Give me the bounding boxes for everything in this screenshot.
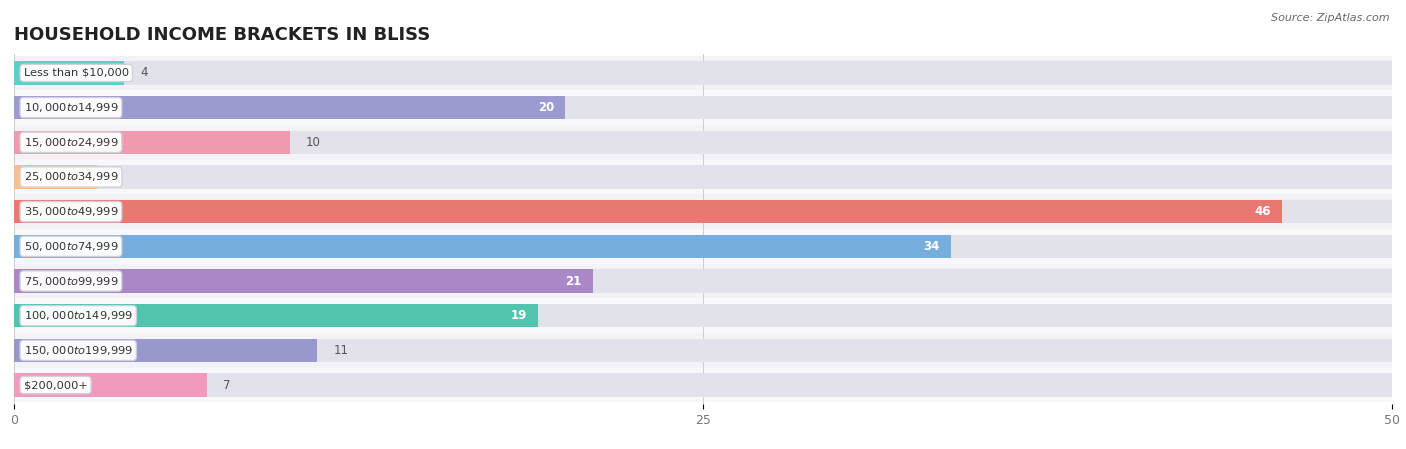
Bar (14, 160, 1392, 194)
Bar (14, 96, 565, 119)
Text: $200,000+: $200,000+ (24, 380, 87, 390)
Bar (14, 200, 1282, 224)
Text: 11: 11 (333, 344, 349, 357)
Bar (14, 165, 1392, 189)
Text: $10,000 to $14,999: $10,000 to $14,999 (24, 101, 118, 114)
Bar (14, 339, 318, 362)
Text: $50,000 to $74,999: $50,000 to $74,999 (24, 240, 118, 253)
Bar (14, 339, 1392, 362)
Text: 10: 10 (307, 136, 321, 149)
Bar (14, 304, 1392, 327)
Bar (14, 264, 1392, 298)
Bar (14, 333, 1392, 368)
Bar (14, 56, 1392, 90)
Bar (14, 229, 1392, 264)
Text: $35,000 to $49,999: $35,000 to $49,999 (24, 205, 118, 218)
Bar (14, 269, 1392, 293)
Bar (14, 165, 97, 189)
Text: $15,000 to $24,999: $15,000 to $24,999 (24, 136, 118, 149)
Bar (14, 131, 1392, 154)
Bar (14, 304, 537, 327)
Text: 19: 19 (510, 309, 527, 322)
Text: 34: 34 (924, 240, 941, 253)
Text: 20: 20 (538, 101, 554, 114)
Text: $25,000 to $34,999: $25,000 to $34,999 (24, 171, 118, 184)
Bar (14, 234, 950, 258)
Bar (14, 194, 1392, 229)
Text: Source: ZipAtlas.com: Source: ZipAtlas.com (1271, 13, 1389, 23)
Bar (14, 373, 1392, 397)
Text: HOUSEHOLD INCOME BRACKETS IN BLISS: HOUSEHOLD INCOME BRACKETS IN BLISS (14, 26, 430, 44)
Text: $150,000 to $199,999: $150,000 to $199,999 (24, 344, 132, 357)
Text: 3: 3 (114, 171, 121, 184)
Bar (14, 200, 1392, 224)
Bar (14, 90, 1392, 125)
Text: 4: 4 (141, 66, 148, 79)
Bar (14, 61, 124, 85)
Bar (14, 96, 1392, 119)
Bar (14, 234, 1392, 258)
Bar (14, 368, 1392, 402)
Text: 21: 21 (565, 274, 582, 287)
Text: $75,000 to $99,999: $75,000 to $99,999 (24, 274, 118, 287)
Bar (14, 125, 1392, 160)
Text: 7: 7 (224, 379, 231, 392)
Bar (14, 373, 207, 397)
Text: $100,000 to $149,999: $100,000 to $149,999 (24, 309, 132, 322)
Bar (14, 61, 1392, 85)
Bar (14, 298, 1392, 333)
Text: Less than $10,000: Less than $10,000 (24, 68, 129, 78)
Text: 46: 46 (1254, 205, 1271, 218)
Bar (14, 131, 290, 154)
Bar (14, 269, 593, 293)
